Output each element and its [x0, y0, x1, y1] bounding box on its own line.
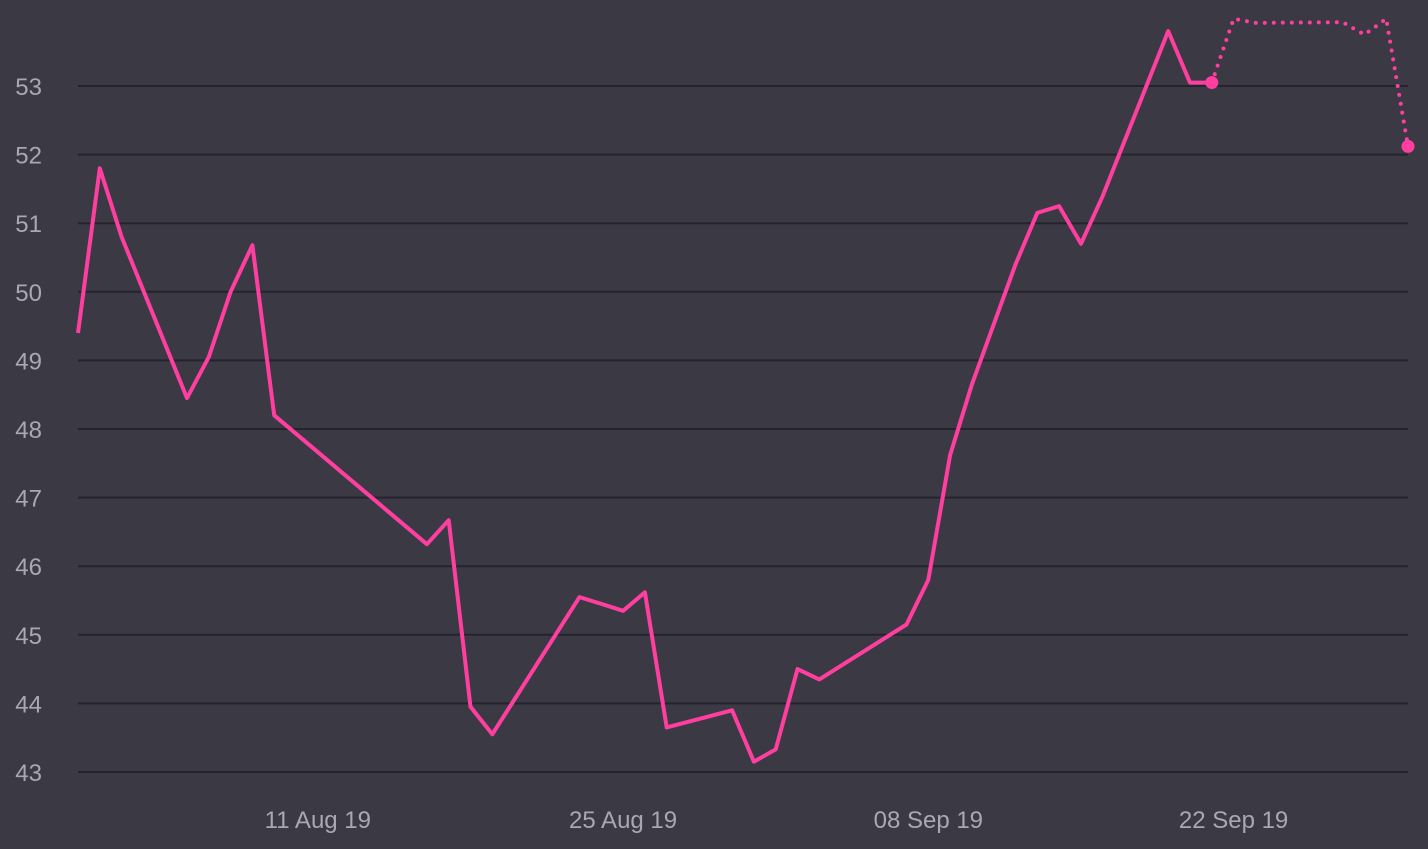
data-point-marker — [1401, 139, 1415, 153]
y-tick-label: 43 — [15, 760, 42, 787]
y-tick-label: 47 — [15, 486, 42, 513]
x-axis: 11 Aug 19 25 Aug 19 08 Sep 19 22 Sep 19 — [265, 807, 1289, 834]
x-tick-label: 11 Aug 19 — [265, 807, 371, 834]
x-tick-label: 22 Sep 19 — [1179, 807, 1288, 834]
y-tick-label: 45 — [15, 623, 42, 650]
y-tick-label: 50 — [15, 280, 42, 307]
y-tick-label: 46 — [15, 554, 42, 581]
x-tick-label: 25 Aug 19 — [569, 807, 677, 834]
series-lines — [76, 16, 1410, 764]
y-tick-label: 49 — [15, 348, 42, 375]
x-tick-label: 08 Sep 19 — [874, 807, 983, 834]
y-tick-label: 48 — [15, 417, 42, 444]
y-tick-label: 44 — [15, 691, 42, 718]
y-tick-label: 53 — [15, 74, 42, 101]
data-point-marker — [1205, 76, 1219, 90]
y-axis: 43 44 45 46 47 48 49 50 51 52 53 — [15, 74, 42, 787]
history-line-solid — [76, 29, 1212, 764]
y-tick-label: 52 — [15, 143, 42, 170]
series-markers — [1205, 76, 1415, 153]
gridlines — [78, 85, 1408, 773]
forecast-line-dotted — [1209, 16, 1410, 149]
y-tick-label: 51 — [15, 211, 42, 238]
